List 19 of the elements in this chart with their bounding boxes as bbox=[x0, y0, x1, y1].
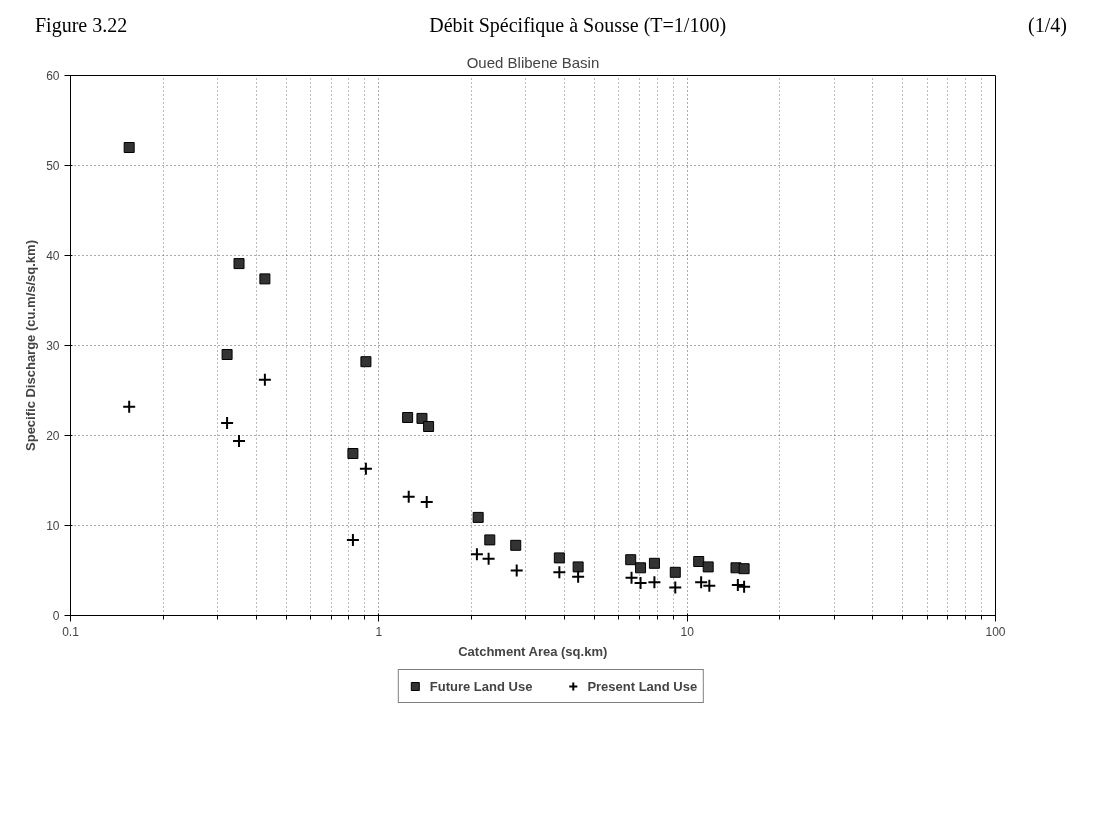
x-axis-title: Catchment Area (sq.km) bbox=[458, 643, 608, 659]
x-tick-label: 10 bbox=[680, 624, 695, 639]
y-tick-label: 10 bbox=[46, 519, 60, 533]
y-tick-label: 40 bbox=[46, 249, 60, 263]
chart-title: Débit Spécifique à Sousse (T=1/100) bbox=[429, 13, 727, 39]
x-tick-label: 1 bbox=[375, 624, 383, 639]
chart-subtitle: Oued Blibene Basin bbox=[466, 53, 600, 71]
y-tick-label: 0 bbox=[52, 609, 60, 623]
y-tick-label: 60 bbox=[46, 69, 60, 83]
legend-label: Future Land Use bbox=[429, 678, 533, 694]
legend-label: Present Land Use bbox=[587, 678, 698, 694]
caption: Figure 3.22 bbox=[35, 13, 128, 39]
y-axis-title: Specific Discharge (cu.m/s/sq.km) bbox=[23, 240, 39, 451]
text: (1/4) bbox=[1028, 13, 1067, 39]
y-tick-label: 20 bbox=[46, 429, 60, 443]
x-tick-label: 0.1 bbox=[62, 624, 80, 639]
y-tick-label: 30 bbox=[46, 339, 60, 353]
x-tick-label: 100 bbox=[985, 624, 1006, 639]
y-tick-label: 50 bbox=[46, 159, 60, 173]
